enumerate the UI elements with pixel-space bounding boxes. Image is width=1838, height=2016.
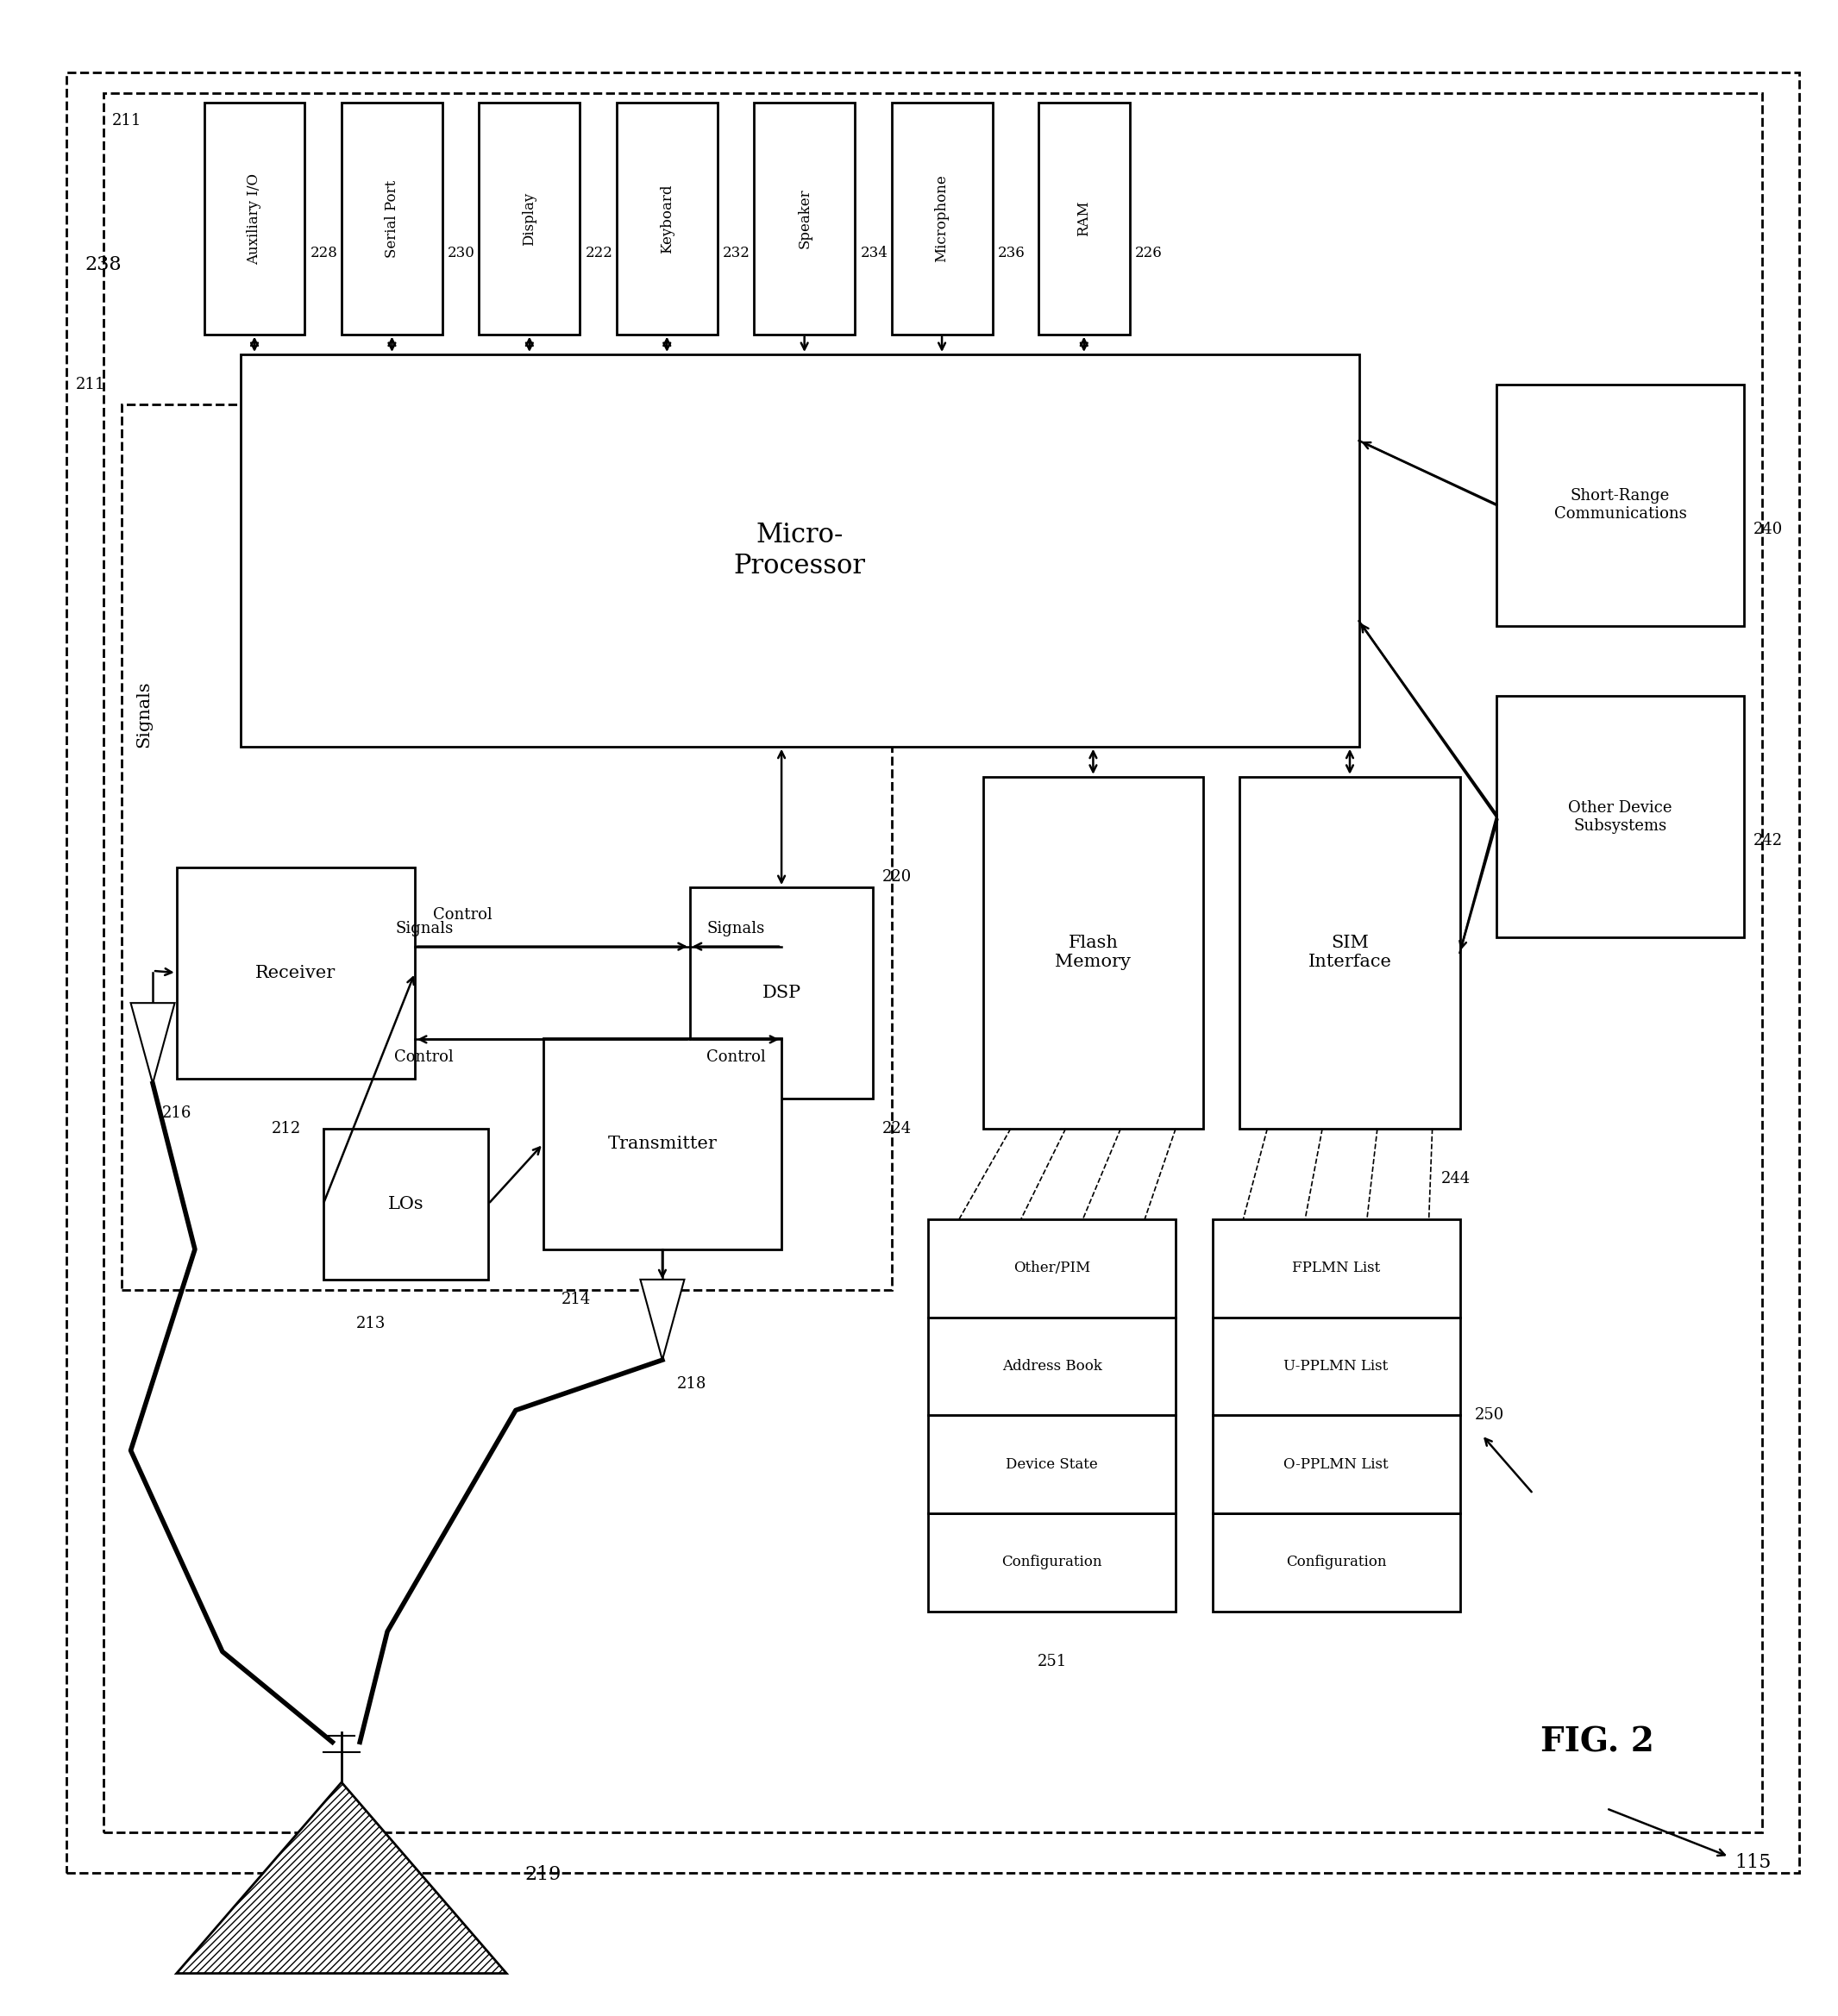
Text: Short-Range
Communications: Short-Range Communications (1553, 488, 1687, 522)
FancyBboxPatch shape (1213, 1220, 1459, 1316)
FancyBboxPatch shape (480, 103, 579, 335)
FancyBboxPatch shape (983, 776, 1204, 1129)
Polygon shape (130, 1004, 175, 1083)
Text: Control: Control (395, 1050, 454, 1064)
FancyBboxPatch shape (544, 1038, 781, 1250)
Text: 219: 219 (526, 1865, 561, 1885)
FancyBboxPatch shape (754, 103, 855, 335)
Text: Device State: Device State (1005, 1458, 1097, 1472)
Polygon shape (176, 1782, 507, 1974)
Text: 242: 242 (1753, 833, 1783, 849)
FancyBboxPatch shape (204, 103, 305, 335)
Text: Serial Port: Serial Port (384, 179, 399, 258)
Text: Keyboard: Keyboard (660, 183, 675, 254)
Text: 240: 240 (1753, 522, 1783, 536)
Text: SIM
Interface: SIM Interface (1309, 935, 1391, 970)
Text: 115: 115 (1735, 1853, 1772, 1873)
Text: O-PPLMN List: O-PPLMN List (1283, 1458, 1388, 1472)
Text: Auxiliary I/O: Auxiliary I/O (246, 173, 261, 264)
Text: Microphone: Microphone (934, 175, 948, 262)
Text: Configuration: Configuration (1002, 1554, 1103, 1570)
Text: 222: 222 (584, 246, 612, 260)
Text: 211: 211 (112, 113, 142, 129)
Text: 228: 228 (311, 246, 338, 260)
Text: FIG. 2: FIG. 2 (1540, 1726, 1654, 1758)
FancyBboxPatch shape (1213, 1316, 1459, 1415)
Text: Signals: Signals (706, 921, 765, 935)
Text: RAM: RAM (1077, 202, 1092, 236)
Text: 216: 216 (162, 1107, 191, 1121)
FancyBboxPatch shape (1241, 776, 1459, 1129)
Text: 234: 234 (860, 246, 888, 260)
Text: U-PPLMN List: U-PPLMN List (1283, 1359, 1388, 1373)
FancyBboxPatch shape (1038, 103, 1130, 335)
FancyBboxPatch shape (1213, 1514, 1459, 1611)
Text: FPLMN List: FPLMN List (1292, 1260, 1380, 1276)
FancyBboxPatch shape (689, 887, 873, 1099)
Text: 236: 236 (998, 246, 1026, 260)
FancyBboxPatch shape (1213, 1415, 1459, 1514)
Text: Signals: Signals (395, 921, 452, 935)
FancyBboxPatch shape (928, 1220, 1176, 1316)
Text: Speaker: Speaker (798, 190, 812, 248)
Text: 244: 244 (1441, 1171, 1470, 1187)
Text: 230: 230 (448, 246, 476, 260)
FancyBboxPatch shape (928, 1514, 1176, 1611)
FancyBboxPatch shape (241, 355, 1358, 746)
Text: 232: 232 (722, 246, 750, 260)
FancyBboxPatch shape (1496, 696, 1744, 937)
Text: Receiver: Receiver (255, 964, 336, 982)
FancyBboxPatch shape (1496, 385, 1744, 625)
FancyBboxPatch shape (342, 103, 443, 335)
FancyBboxPatch shape (928, 1316, 1176, 1415)
Text: DSP: DSP (763, 984, 801, 1002)
Text: 224: 224 (882, 1121, 912, 1137)
Text: Configuration: Configuration (1287, 1554, 1386, 1570)
Text: Signals: Signals (136, 681, 153, 748)
Text: Other Device
Subsystems: Other Device Subsystems (1568, 800, 1673, 835)
Text: 218: 218 (676, 1377, 706, 1391)
Text: Flash
Memory: Flash Memory (1055, 935, 1130, 970)
Polygon shape (640, 1280, 684, 1361)
Text: 251: 251 (1037, 1653, 1066, 1669)
Text: 250: 250 (1474, 1407, 1503, 1423)
FancyBboxPatch shape (176, 867, 415, 1079)
Text: 211: 211 (75, 377, 105, 393)
Text: 220: 220 (882, 869, 912, 885)
Text: 213: 213 (357, 1316, 386, 1331)
Text: 226: 226 (1136, 246, 1163, 260)
FancyBboxPatch shape (323, 1129, 489, 1280)
Text: 214: 214 (562, 1292, 592, 1308)
Text: Control: Control (434, 907, 493, 923)
Text: 238: 238 (85, 256, 121, 274)
Text: Transmitter: Transmitter (608, 1135, 717, 1151)
Text: Display: Display (522, 192, 537, 246)
FancyBboxPatch shape (616, 103, 717, 335)
Text: LOs: LOs (388, 1195, 423, 1212)
FancyBboxPatch shape (891, 103, 993, 335)
Text: Other/PIM: Other/PIM (1013, 1260, 1090, 1276)
Text: 212: 212 (272, 1121, 301, 1137)
Text: Micro-
Processor: Micro- Processor (733, 522, 866, 579)
Text: Address Book: Address Book (1002, 1359, 1101, 1373)
FancyBboxPatch shape (928, 1415, 1176, 1514)
Text: Control: Control (706, 1050, 765, 1064)
